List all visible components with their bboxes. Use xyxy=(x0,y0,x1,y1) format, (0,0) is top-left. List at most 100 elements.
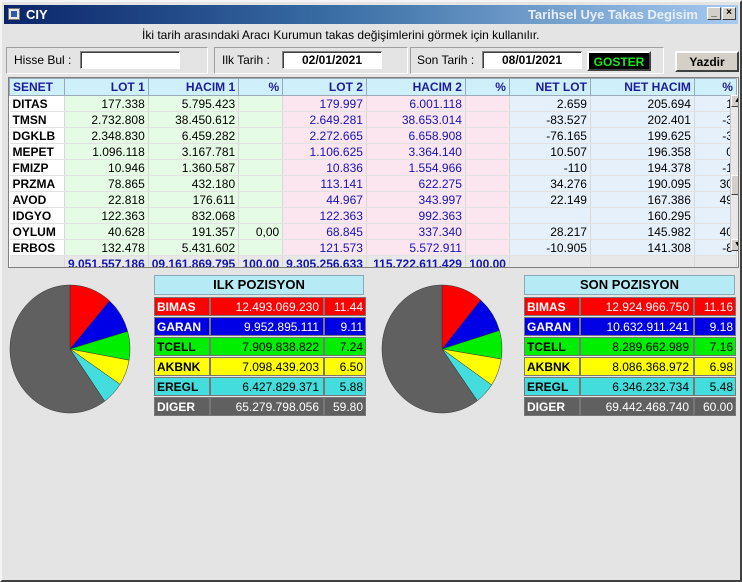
column-header[interactable]: % xyxy=(693,78,737,96)
position-percent: 9.18 xyxy=(694,317,736,336)
table-cell: 22.149 xyxy=(509,191,591,208)
ilk-pozisyon-pie-chart xyxy=(9,284,131,414)
end-date-label: Son Tarih : xyxy=(417,53,475,67)
position-value: 8.086.368.972 xyxy=(580,357,694,376)
scroll-thumb[interactable] xyxy=(731,175,738,195)
table-cell: 1.554.966 xyxy=(366,159,466,176)
column-header[interactable]: NET HACIM xyxy=(589,78,695,96)
column-header[interactable]: LOT 1 xyxy=(64,78,149,96)
holdings-table[interactable]: SENET LOT 1 HACIM 1% LOT 2 HACIM 2% NET LOT NE… xyxy=(8,77,739,268)
symbol-cell: TMSN xyxy=(9,111,65,128)
table-cell: 179.997 xyxy=(282,95,367,112)
end-date-field[interactable]: 08/01/2021 xyxy=(482,51,582,69)
table-cell: 1.096.118 xyxy=(64,143,149,160)
symbol-cell: IDGYO xyxy=(9,207,65,224)
table-cell: 832.068 xyxy=(148,207,240,224)
table-cell xyxy=(465,239,510,256)
column-header[interactable]: LOT 2 xyxy=(282,78,367,96)
table-cell: -1 xyxy=(694,159,737,176)
table-cell: 3.364.140 xyxy=(366,143,466,160)
column-header[interactable]: HACIM 2 xyxy=(365,78,466,96)
table-row[interactable]: PRZMA 78.865 432.180 113.141 622.275 34.276 19… xyxy=(9,175,737,192)
table-row[interactable]: AVOD 22.818 176.611 44.967 343.997 22.149 167.… xyxy=(9,191,737,208)
position-percent: 7.16 xyxy=(694,337,736,356)
scroll-up-button[interactable]: ▲ xyxy=(731,95,738,107)
position-percent: 5.88 xyxy=(324,377,366,396)
totals-row: 9.051.557.186 09.161.869.795 100,00 9.305.2… xyxy=(9,255,737,267)
table-cell: 176.611 xyxy=(148,191,240,208)
table-cell: 68.845 xyxy=(282,223,367,240)
print-button[interactable]: Yazdir xyxy=(675,51,739,72)
position-percent: 60.00 xyxy=(694,397,736,416)
total-cell: 9.305.256.633 xyxy=(282,255,367,267)
start-date-field[interactable]: 02/01/2021 xyxy=(282,51,382,69)
table-cell: 992.363 xyxy=(366,207,466,224)
vertical-scrollbar[interactable]: ▲ ▼ xyxy=(730,95,738,251)
table-cell: 1.106.625 xyxy=(282,143,367,160)
table-cell xyxy=(238,95,284,112)
table-cell: 177.338 xyxy=(64,95,149,112)
symbol-cell: FMIZP xyxy=(9,159,65,176)
position-symbol: DIGER xyxy=(154,397,210,416)
table-cell: 10.836 xyxy=(282,159,367,176)
table-cell: 10.946 xyxy=(64,159,149,176)
table-cell: 194.378 xyxy=(590,159,695,176)
table-cell: 44.967 xyxy=(282,191,367,208)
title-bar[interactable]: CIY Tarihsel Uye Takas Degisim _ × xyxy=(4,5,738,24)
column-header[interactable]: SENET xyxy=(9,78,65,96)
table-cell: 190.095 xyxy=(590,175,695,192)
table-row[interactable]: DGKLB 2.348.830 6.459.282 2.272.665 6.658.90… xyxy=(9,127,737,144)
table-cell: 191.357 xyxy=(148,223,240,240)
table-row[interactable]: TMSN 2.732.808 38.450.612 2.649.281 38.653.0… xyxy=(9,111,737,128)
column-header[interactable]: HACIM 1 xyxy=(147,78,240,96)
table-row[interactable]: ERBOS 132.478 5.431.602 121.573 5.572.911 -10… xyxy=(9,239,737,256)
position-symbol: BIMAS xyxy=(524,297,580,316)
table-cell: 38.450.612 xyxy=(148,111,240,128)
table-cell: 2.732.808 xyxy=(64,111,149,128)
scroll-down-button[interactable]: ▼ xyxy=(731,239,738,251)
column-header[interactable]: NET LOT xyxy=(508,78,591,96)
table-row[interactable]: MEPET 1.096.118 3.167.781 1.106.625 3.364.14… xyxy=(9,143,737,160)
position-value: 9.952.895.111 xyxy=(210,317,324,336)
holdings-grid: SENET LOT 1 HACIM 1% LOT 2 HACIM 2% NET LOT NE… xyxy=(9,78,737,267)
position-percent: 7.24 xyxy=(324,337,366,356)
app-icon[interactable] xyxy=(8,8,20,20)
table-cell xyxy=(509,207,591,224)
table-cell: 38.653.014 xyxy=(366,111,466,128)
total-cell: 100,00 xyxy=(238,255,284,267)
position-row: EREGL 6.427.829.371 5.88 xyxy=(154,377,366,396)
minimize-icon: _ xyxy=(711,7,717,18)
show-button[interactable]: GOSTER xyxy=(587,51,651,71)
table-row[interactable]: FMIZP 10.946 1.360.587 10.836 1.554.966 -110 1… xyxy=(9,159,737,176)
table-cell: 34.276 xyxy=(509,175,591,192)
position-value: 69.442.468.740 xyxy=(580,397,694,416)
table-row[interactable]: OYLUM 40.628 191.357 0,00 68.845 337.340 28.21… xyxy=(9,223,737,240)
column-header[interactable]: % xyxy=(464,78,510,96)
total-cell xyxy=(590,255,695,267)
table-row[interactable]: DITAS 177.338 5.795.423 179.997 6.001.118 2.6… xyxy=(9,95,737,112)
search-label: Hisse Bul : xyxy=(14,53,72,67)
position-value: 8.289.662.989 xyxy=(580,337,694,356)
position-percent: 6.50 xyxy=(324,357,366,376)
table-cell: 6.459.282 xyxy=(148,127,240,144)
table-cell: 1 xyxy=(694,95,737,112)
table-cell: 5.572.911 xyxy=(366,239,466,256)
table-cell: 30 xyxy=(694,175,737,192)
end-date-group xyxy=(410,47,664,74)
position-percent: 11.44 xyxy=(324,297,366,316)
table-cell xyxy=(238,127,284,144)
table-row[interactable]: IDGYO 122.363 832.068 122.363 992.363 160.295 xyxy=(9,207,737,224)
table-cell xyxy=(238,111,284,128)
symbol-cell: ERBOS xyxy=(9,239,65,256)
column-header[interactable]: % xyxy=(238,78,284,96)
search-input[interactable] xyxy=(80,51,180,69)
table-cell xyxy=(465,175,510,192)
son-pozisyon-pie-chart xyxy=(381,284,503,414)
position-percent: 59.80 xyxy=(324,397,366,416)
close-button[interactable]: × xyxy=(722,7,736,20)
minimize-button[interactable]: _ xyxy=(707,7,721,20)
son-pozisyon-title: SON POZISYON xyxy=(524,275,735,295)
position-value: 7.909.838.822 xyxy=(210,337,324,356)
total-cell: 09.161.869.795 xyxy=(148,255,240,267)
